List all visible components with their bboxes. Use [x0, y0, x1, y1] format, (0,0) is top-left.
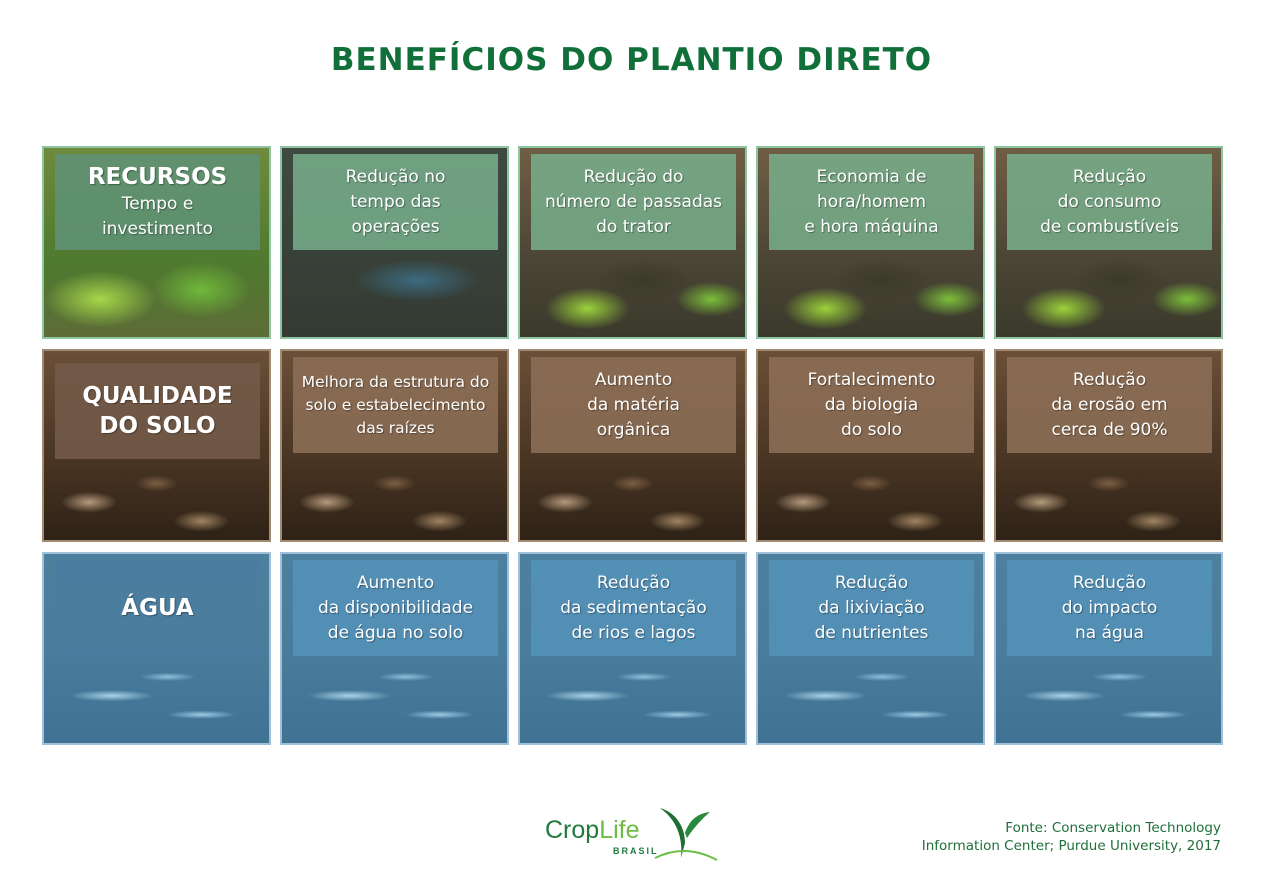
benefit-text-line: do impacto [1061, 597, 1158, 618]
label-box: RECURSOS Tempo e investimento [55, 154, 260, 250]
category-recursos: RECURSOS Tempo e investimento [42, 146, 271, 339]
benefit-text-line: Fortalecimento [807, 369, 936, 390]
benefit-card: Redução do impacto na água [994, 552, 1223, 745]
benefit-text-line: da erosão em [1051, 394, 1168, 415]
benefit-text-line: operações [351, 216, 440, 237]
category-heading: QUALIDADE DO SOLO [82, 383, 233, 439]
benefit-card: Redução da sedimentação de rios e lagos [518, 552, 747, 745]
benefit-card: Redução do consumo de combustíveis [994, 146, 1223, 339]
label-box: Economia de hora/homem e hora máquina [769, 154, 974, 250]
benefit-text-line: Redução [1072, 369, 1147, 390]
benefit-text-line: de rios e lagos [571, 622, 696, 643]
benefit-text-line: da lixiviação [818, 597, 925, 618]
benefit-text-line: Aumento [594, 369, 673, 390]
benefit-card: Aumento da matéria orgânica [518, 349, 747, 542]
benefit-text-line: da biologia [824, 394, 919, 415]
svg-text:BRASIL: BRASIL [613, 846, 659, 856]
benefit-text-line: do consumo [1057, 191, 1162, 212]
benefit-text-line: da sedimentação [560, 597, 707, 618]
benefit-text-line: tempo das [350, 191, 441, 212]
source-line: Fonte: Conservation Technology [1005, 820, 1221, 836]
category-heading: RECURSOS [87, 164, 228, 190]
benefit-text-line: do trator [596, 216, 671, 237]
benefit-text-line: Aumento [356, 572, 435, 593]
label-box: Fortalecimento da biologia do solo [769, 357, 974, 453]
benefit-text-line: de nutrientes [814, 622, 929, 643]
label-box: Aumento da disponibilidade de água no solo [293, 560, 498, 656]
benefit-text-line: Redução [596, 572, 671, 593]
benefit-text-line: Economia de [816, 166, 927, 187]
benefit-card: Redução da erosão em cerca de 90% [994, 349, 1223, 542]
benefit-text-line: Redução do [583, 166, 684, 187]
benefit-text-line: de combustíveis [1040, 216, 1179, 237]
benefit-card: Redução no tempo das operações [280, 146, 509, 339]
category-heading: ÁGUA [121, 595, 194, 621]
benefit-text-line: de água no solo [327, 622, 464, 643]
source-credit: Fonte: Conservation Technology Informati… [922, 819, 1221, 855]
benefit-card: Aumento da disponibilidade de água no solo [280, 552, 509, 745]
benefit-text-line: Redução [1072, 166, 1147, 187]
benefit-text-line: Redução [1072, 572, 1147, 593]
label-box: ÁGUA [55, 560, 260, 656]
benefit-card: Redução da lixiviação de nutrientes [756, 552, 985, 745]
benefit-text-line: Melhora da estrutura do [301, 372, 490, 391]
label-box: Melhora da estrutura do solo e estabeleci… [293, 357, 498, 453]
label-box: Redução no tempo das operações [293, 154, 498, 250]
svg-text:CropLife: CropLife [545, 816, 640, 844]
label-box: Redução do impacto na água [1007, 560, 1212, 656]
source-line: Information Center; Purdue University, 2… [921, 838, 1221, 854]
benefit-text-line: Tempo e [121, 194, 194, 214]
benefit-text-line: número de passadas [544, 191, 723, 212]
benefit-text-line: das raízes [356, 418, 435, 437]
category-agua: ÁGUA [42, 552, 271, 745]
benefit-text-line: da disponibilidade [317, 597, 474, 618]
croplife-logo: CropLife BRASIL [545, 808, 718, 861]
benefit-text-line: na água [1075, 622, 1144, 643]
benefit-text-line: hora/homem [816, 191, 927, 212]
label-box: Redução do número de passadas do trator [531, 154, 736, 250]
benefit-card: Fortalecimento da biologia do solo [756, 349, 985, 542]
label-box: QUALIDADE DO SOLO [55, 363, 260, 459]
benefit-text-line: solo e estabelecimento [305, 395, 486, 414]
benefit-text-line: investimento [101, 219, 214, 239]
page-title: BENEFÍCIOS DO PLANTIO DIRETO [330, 42, 933, 78]
label-box: Redução da erosão em cerca de 90% [1007, 357, 1212, 453]
label-box: Aumento da matéria orgânica [531, 357, 736, 453]
benefit-card: Redução do número de passadas do trator [518, 146, 747, 339]
label-box: Redução do consumo de combustíveis [1007, 154, 1212, 250]
benefit-text-line: da matéria [587, 394, 680, 415]
benefit-text-line: do solo [841, 419, 902, 440]
label-box: Redução da sedimentação de rios e lagos [531, 560, 736, 656]
category-solo: QUALIDADE DO SOLO [42, 349, 271, 542]
label-box: Redução da lixiviação de nutrientes [769, 560, 974, 656]
benefit-text-line: Redução no [345, 166, 446, 187]
benefit-card: Melhora da estrutura do solo e estabeleci… [280, 349, 509, 542]
benefit-text-line: orgânica [596, 419, 671, 440]
benefit-text-line: cerca de 90% [1051, 419, 1168, 440]
benefit-text-line: Redução [834, 572, 909, 593]
benefit-text-line: e hora máquina [804, 216, 939, 237]
benefit-card: Economia de hora/homem e hora máquina [756, 146, 985, 339]
